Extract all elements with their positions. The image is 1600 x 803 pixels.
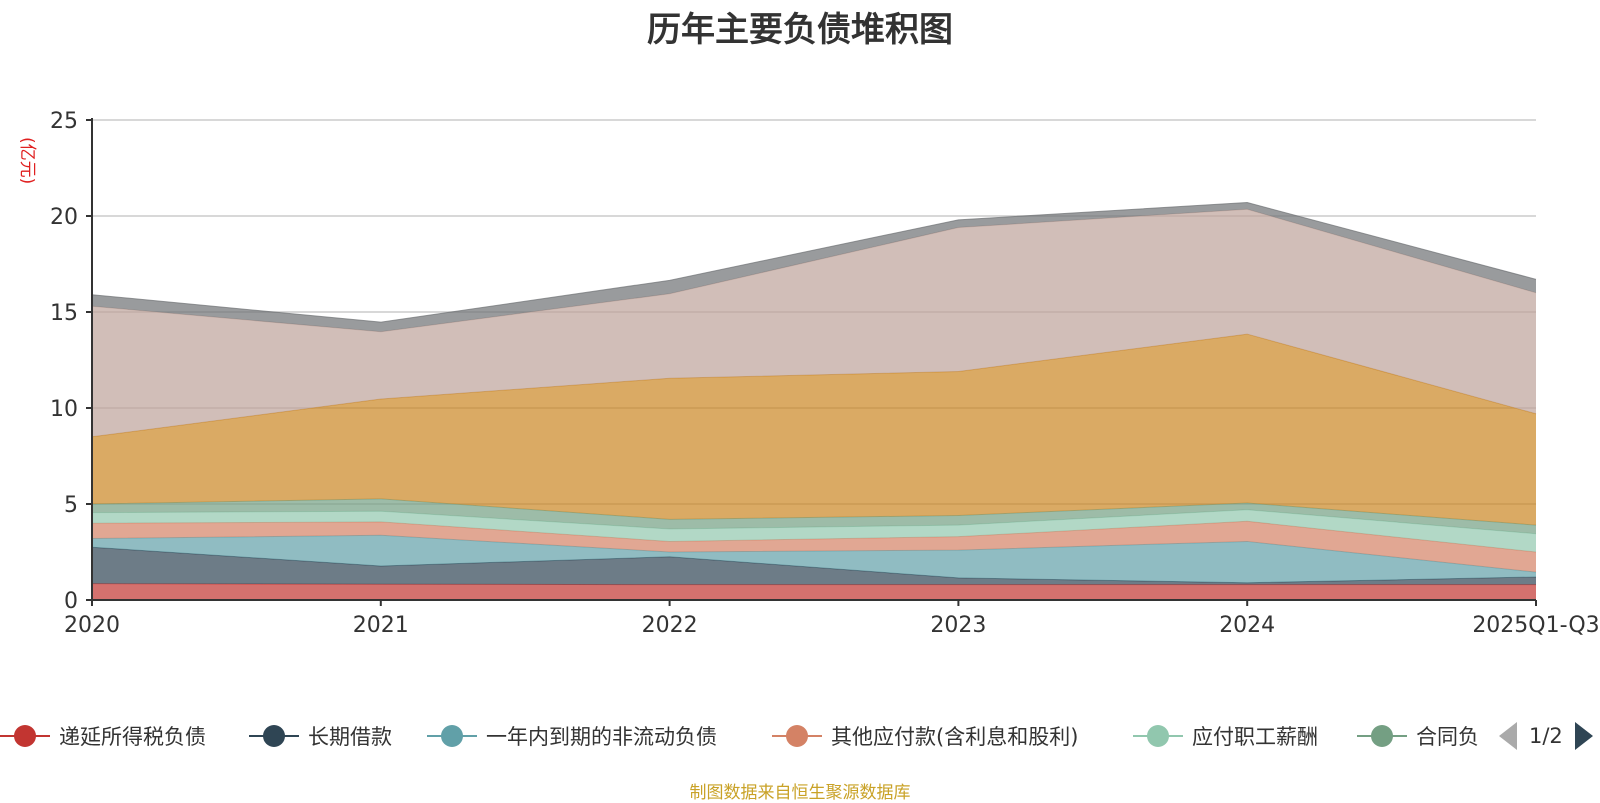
y-tick-label: 25 [50,109,78,134]
y-axis-unit: (亿元) [17,120,47,184]
legend-item[interactable]: 合同负 [1357,718,1479,754]
legend-label: 一年内到期的非流动负债 [486,725,717,749]
x-tick-label: 2021 [353,613,409,638]
legend-marker-icon [1133,718,1183,754]
legend-label: 应付职工薪酬 [1192,725,1318,749]
y-tick-label: 10 [50,397,78,422]
y-tick-label: 20 [50,205,78,230]
legend-pager: 1/2 [1499,718,1593,754]
axes: 0 5 10 15 20 25 2020 2021 2022 2023 2024 2025Q1-Q3 [50,109,1600,638]
area-series-5 [92,509,1536,552]
area-series-8 [92,209,1536,437]
legend-label: 长期借款 [308,725,392,749]
legend-label: 其他应付款(含利息和股利) [831,725,1079,749]
area-line-9 [91,202,1537,323]
area-series-1 [92,583,1536,600]
x-tick-label: 2020 [64,613,120,638]
legend-page-indicator: 1/2 [1529,724,1563,748]
area-series-4 [92,521,1536,573]
area-series [91,202,1537,600]
legend-item[interactable]: 一年内到期的非流动负债 [427,718,717,754]
area-series-9 [92,202,1536,332]
x-tick-label: 2023 [930,613,986,638]
legend-marker-icon [772,718,822,754]
area-series-2 [92,547,1536,585]
area-series-3 [92,535,1536,583]
legend-label: 递延所得税负债 [59,725,206,749]
legend-label: 合同负 [1416,725,1479,749]
x-tick-label: 2025Q1-Q3 [1472,613,1599,638]
chart-title: 历年主要负债堆积图 [647,10,953,50]
area-series-6 [92,498,1536,534]
y-tick-label: 0 [64,589,78,614]
legend-marker-icon [427,718,477,754]
x-tick-label: 2024 [1219,613,1275,638]
y-tick-label: 15 [50,301,78,326]
data-source-note: 制图数据来自恒生聚源数据库 [689,783,911,803]
legend-marker-icon [1357,718,1407,754]
y-tick-label: 5 [64,493,78,518]
legend-item[interactable]: 递延所得税负债 [0,718,206,754]
legend-item[interactable]: 长期借款 [249,718,392,754]
legend-prev-icon[interactable] [1499,722,1517,750]
legend-next-icon[interactable] [1574,722,1593,750]
y-axis-unit-label: (亿元) [17,137,37,185]
legend-item[interactable]: 其他应付款(含利息和股利) [772,718,1078,754]
legend-marker-icon [249,718,299,754]
area-series-7 [92,334,1536,526]
legend: 递延所得税负债 长期借款 一年内到期的非流动负债 其他应付款(含利息和股利) 应付职工薪… [0,718,1600,754]
legend-marker-icon [0,718,50,754]
legend-item[interactable]: 应付职工薪酬 [1133,718,1318,754]
x-tick-label: 2022 [642,613,698,638]
